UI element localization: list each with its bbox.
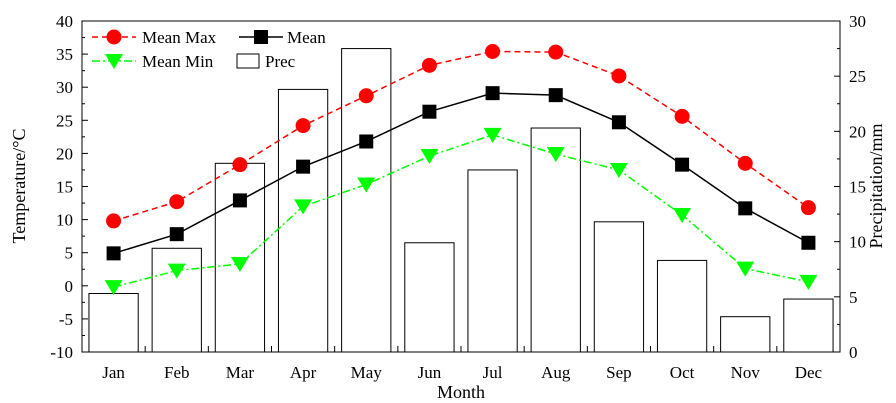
prec-bar-jul <box>467 169 518 353</box>
right-axis-title: Precipitation/mm <box>866 124 886 249</box>
mean-max-point-aug <box>548 44 564 60</box>
mean-point-jul <box>485 86 500 101</box>
x-tick-label-nov: Nov <box>731 363 761 382</box>
mean-min-point-dec <box>799 274 818 290</box>
mean-max-point-sep <box>611 68 627 84</box>
legend-item-mean-max: Mean Max <box>92 28 217 47</box>
mean-min-line <box>113 134 809 288</box>
legend: Mean Max Mean Mean Min Prec <box>92 28 326 71</box>
x-axis: Jan Feb Mar Apr May Jun Jul Aug Sep Oct Nov Dec <box>81 346 841 382</box>
bar-swatch-icon <box>236 53 260 69</box>
mean-max-point-jun <box>421 57 437 73</box>
mean-point-mar <box>232 193 247 208</box>
mean-max-point-nov <box>737 155 753 171</box>
mean-min-point-oct <box>673 207 692 223</box>
x-tick-label-jul: Jul <box>483 363 503 382</box>
mean-point-nov <box>738 201 753 216</box>
legend-label: Mean <box>287 28 326 47</box>
mean-min-point-feb <box>167 263 186 279</box>
mean-min-point-apr <box>294 199 313 215</box>
mean-max-point-oct <box>674 108 690 124</box>
left-axis-title: Temperature/°C <box>9 129 29 244</box>
legend-label: Prec <box>265 52 296 71</box>
right-axis: 0 5 10 15 20 25 30 <box>834 12 866 362</box>
left-tick-label: 10 <box>56 211 73 230</box>
x-tick-label-feb: Feb <box>164 363 190 382</box>
prec-bar-jan <box>88 293 139 353</box>
left-tick-label: 25 <box>56 111 73 130</box>
right-tick-label: 25 <box>849 67 866 86</box>
mean-point-aug <box>548 88 563 103</box>
mean-max-point-mar <box>232 157 248 173</box>
left-axis: -10 -5 0 5 10 15 20 25 30 35 40 <box>50 12 88 362</box>
x-tick-label-apr: Apr <box>290 363 317 382</box>
legend-label: Mean Max <box>142 28 217 47</box>
mean-max-point-may <box>358 88 374 104</box>
right-tick-label: 10 <box>849 233 866 252</box>
left-tick-label: 0 <box>65 277 74 296</box>
mean-point-may <box>359 134 374 149</box>
left-tick-label: 40 <box>56 12 73 31</box>
left-tick-label: -5 <box>59 310 73 329</box>
mean-line <box>113 92 809 255</box>
mean-min-point-sep <box>609 162 628 178</box>
mean-max-point-jan <box>106 213 122 229</box>
legend-item-prec: Prec <box>236 52 296 71</box>
prec-bar-oct <box>656 259 708 353</box>
mean-min-point-mar <box>230 256 249 272</box>
circle-marker-icon <box>106 29 122 45</box>
mean-min-point-jan <box>104 280 123 296</box>
mean-min-point-jul <box>483 127 502 143</box>
mean-point-jun <box>422 104 437 119</box>
legend-item-mean: Mean <box>239 28 326 47</box>
precipitation-bars <box>88 48 834 353</box>
prec-bar-nov <box>720 316 771 353</box>
mean-min-point-may <box>357 177 376 193</box>
x-tick-label-mar: Mar <box>226 363 255 382</box>
x-tick-label-may: May <box>351 363 383 382</box>
x-tick-label-sep: Sep <box>606 363 632 382</box>
mean-point-sep <box>611 115 626 130</box>
mean-point-jan <box>106 246 121 261</box>
x-tick-label-aug: Aug <box>541 363 571 382</box>
right-tick-label: 20 <box>849 122 866 141</box>
left-tick-label: -10 <box>50 343 73 362</box>
mean-max-point-dec <box>800 200 816 216</box>
left-tick-label: 15 <box>56 178 73 197</box>
left-tick-label: 35 <box>56 45 73 64</box>
x-axis-title: Month <box>437 382 485 402</box>
left-tick-label: 20 <box>56 144 73 163</box>
mean-max-line <box>113 50 809 222</box>
mean-min-point-nov <box>736 261 755 277</box>
mean-point-apr <box>296 159 311 174</box>
prec-bar-dec <box>783 298 834 353</box>
temperature-lines <box>104 43 818 296</box>
x-tick-label-jun: Jun <box>418 363 442 382</box>
legend-item-mean-min: Mean Min <box>92 52 214 71</box>
left-tick-label: 5 <box>65 244 74 263</box>
mean-point-feb <box>169 227 184 242</box>
mean-min-point-aug <box>546 147 565 163</box>
square-marker-icon <box>254 30 268 44</box>
mean-point-oct <box>675 157 690 172</box>
mean-min-point-jun <box>420 149 439 165</box>
x-tick-label-oct: Oct <box>670 363 695 382</box>
prec-bar-jun <box>404 242 455 353</box>
mean-max-point-apr <box>295 118 311 134</box>
mean-max-point-feb <box>169 194 185 210</box>
right-tick-label: 30 <box>849 12 866 31</box>
legend-label: Mean Min <box>142 52 214 71</box>
right-tick-label: 0 <box>849 343 858 362</box>
mean-point-dec <box>801 235 816 250</box>
mean-max-point-jul <box>485 43 501 59</box>
x-tick-label-jan: Jan <box>102 363 125 382</box>
right-tick-label: 15 <box>849 178 866 197</box>
right-tick-label: 5 <box>849 288 858 307</box>
x-tick-label-dec: Dec <box>795 363 823 382</box>
prec-bar-sep <box>593 221 645 353</box>
left-tick-label: 30 <box>56 78 73 97</box>
triangle-down-marker-icon <box>105 54 123 69</box>
prec-bar-aug <box>530 127 581 353</box>
